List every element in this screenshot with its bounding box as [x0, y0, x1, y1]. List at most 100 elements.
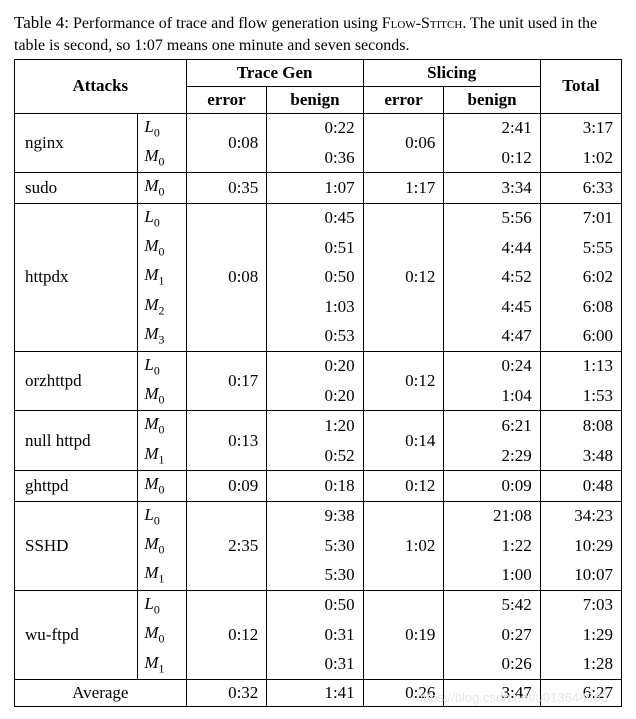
trace-benign: 1:20 [267, 411, 363, 441]
avg-trace-benign: 1:41 [267, 679, 363, 706]
total: 34:23 [540, 501, 621, 531]
slice-benign: 5:42 [444, 590, 540, 620]
variant-label: M3 [138, 321, 186, 351]
variant-label: L0 [138, 113, 186, 143]
slice-error: 0:12 [363, 351, 444, 411]
table-row: orzhttpdL00:170:200:120:241:13 [15, 351, 622, 381]
caption-text-before: Performance of trace and flow generation… [73, 15, 382, 32]
variant-label: M0 [138, 143, 186, 173]
col-trace-error: error [186, 86, 267, 113]
trace-benign: 0:18 [267, 471, 363, 501]
variant-label: L0 [138, 501, 186, 531]
total: 1:53 [540, 381, 621, 411]
table-row: sudoM00:351:071:173:346:33 [15, 173, 622, 203]
table-row: httpdxL00:080:450:125:567:01 [15, 203, 622, 233]
attack-name: httpdx [15, 203, 138, 351]
trace-error: 0:08 [186, 113, 267, 173]
col-attacks: Attacks [15, 59, 187, 113]
slice-error: 1:17 [363, 173, 444, 203]
avg-total: 6:27 [540, 679, 621, 706]
slice-error: 0:19 [363, 590, 444, 679]
trace-error: 0:35 [186, 173, 267, 203]
average-label: Average [15, 679, 187, 706]
trace-error: 0:17 [186, 351, 267, 411]
average-row: Average0:321:410:263:476:27 [15, 679, 622, 706]
slice-benign: 6:21 [444, 411, 540, 441]
variant-label: M0 [138, 233, 186, 262]
trace-benign: 1:03 [267, 292, 363, 321]
table-row: null httpdM00:131:200:146:218:08 [15, 411, 622, 441]
total: 8:08 [540, 411, 621, 441]
attack-name: sudo [15, 173, 138, 203]
col-total: Total [540, 59, 621, 113]
variant-label: M0 [138, 381, 186, 411]
trace-error: 2:35 [186, 501, 267, 590]
trace-benign: 0:52 [267, 441, 363, 471]
slice-error: 0:12 [363, 471, 444, 501]
variant-label: L0 [138, 590, 186, 620]
trace-benign: 0:51 [267, 233, 363, 262]
total: 1:02 [540, 143, 621, 173]
variant-label: L0 [138, 203, 186, 233]
total: 3:48 [540, 441, 621, 471]
slice-benign: 0:26 [444, 650, 540, 680]
total: 1:29 [540, 620, 621, 649]
tool-name: Flow-Stitch [382, 15, 463, 32]
variant-label: M0 [138, 411, 186, 441]
trace-error: 0:09 [186, 471, 267, 501]
attack-name: orzhttpd [15, 351, 138, 411]
total: 6:08 [540, 292, 621, 321]
performance-table: Attacks Trace Gen Slicing Total error be… [14, 59, 622, 707]
trace-benign: 0:20 [267, 381, 363, 411]
slice-benign: 0:24 [444, 351, 540, 381]
total: 3:17 [540, 113, 621, 143]
slice-error: 0:12 [363, 203, 444, 351]
variant-label: M0 [138, 471, 186, 501]
slice-benign: 21:08 [444, 501, 540, 531]
trace-benign: 0:50 [267, 262, 363, 291]
table-row: ghttpdM00:090:180:120:090:48 [15, 471, 622, 501]
slice-benign: 0:27 [444, 620, 540, 649]
attack-name: wu-ftpd [15, 590, 138, 679]
variant-label: M1 [138, 441, 186, 471]
slice-benign: 1:22 [444, 531, 540, 560]
trace-benign: 0:20 [267, 351, 363, 381]
trace-benign: 0:53 [267, 321, 363, 351]
trace-error: 0:12 [186, 590, 267, 679]
trace-benign: 1:07 [267, 173, 363, 203]
slice-benign: 0:12 [444, 143, 540, 173]
slice-error: 0:06 [363, 113, 444, 173]
slice-benign: 0:09 [444, 471, 540, 501]
variant-label: M0 [138, 531, 186, 560]
total: 10:29 [540, 531, 621, 560]
table-caption: Table 4: Performance of trace and flow g… [14, 12, 622, 57]
col-trace-gen: Trace Gen [186, 59, 363, 86]
table-number: Table 4: [14, 13, 69, 32]
attack-name: SSHD [15, 501, 138, 590]
slice-benign: 1:00 [444, 560, 540, 590]
avg-slice-error: 0:26 [363, 679, 444, 706]
variant-label: M1 [138, 262, 186, 291]
total: 6:33 [540, 173, 621, 203]
trace-benign: 0:50 [267, 590, 363, 620]
trace-error: 0:08 [186, 203, 267, 351]
total: 6:00 [540, 321, 621, 351]
variant-label: M0 [138, 620, 186, 649]
trace-benign: 5:30 [267, 531, 363, 560]
slice-benign: 2:41 [444, 113, 540, 143]
total: 7:01 [540, 203, 621, 233]
avg-slice-benign: 3:47 [444, 679, 540, 706]
trace-benign: 0:22 [267, 113, 363, 143]
trace-benign: 5:30 [267, 560, 363, 590]
variant-label: M2 [138, 292, 186, 321]
col-trace-benign: benign [267, 86, 363, 113]
variant-label: M0 [138, 173, 186, 203]
table-row: SSHDL02:359:381:0221:0834:23 [15, 501, 622, 531]
slice-error: 0:14 [363, 411, 444, 471]
col-slice-benign: benign [444, 86, 540, 113]
slice-benign: 1:04 [444, 381, 540, 411]
trace-benign: 0:31 [267, 650, 363, 680]
slice-benign: 2:29 [444, 441, 540, 471]
col-slicing: Slicing [363, 59, 540, 86]
slice-error: 1:02 [363, 501, 444, 590]
